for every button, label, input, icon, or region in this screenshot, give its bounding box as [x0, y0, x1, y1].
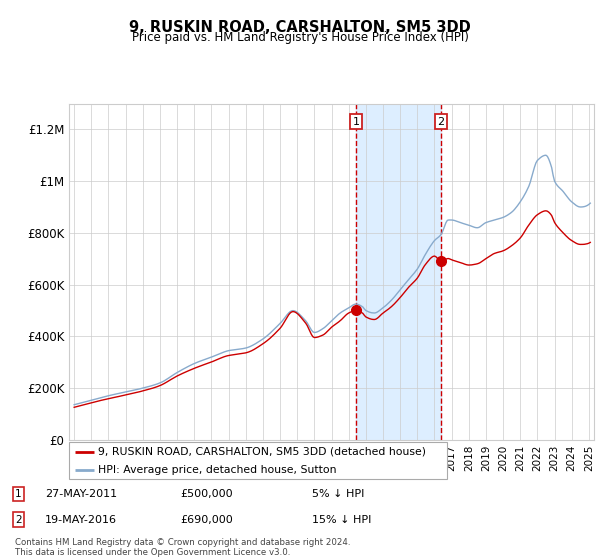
Text: 27-MAY-2011: 27-MAY-2011 — [45, 489, 117, 499]
FancyBboxPatch shape — [69, 442, 447, 479]
Text: 5% ↓ HPI: 5% ↓ HPI — [312, 489, 364, 499]
Text: Contains HM Land Registry data © Crown copyright and database right 2024.
This d: Contains HM Land Registry data © Crown c… — [15, 538, 350, 557]
Text: 1: 1 — [15, 489, 22, 499]
Text: 9, RUSKIN ROAD, CARSHALTON, SM5 3DD: 9, RUSKIN ROAD, CARSHALTON, SM5 3DD — [129, 20, 471, 35]
Text: Price paid vs. HM Land Registry's House Price Index (HPI): Price paid vs. HM Land Registry's House … — [131, 31, 469, 44]
Text: 2: 2 — [15, 515, 22, 525]
Text: 2: 2 — [437, 116, 445, 127]
Text: 19-MAY-2016: 19-MAY-2016 — [45, 515, 117, 525]
Text: 1: 1 — [352, 116, 359, 127]
Text: £690,000: £690,000 — [180, 515, 233, 525]
Text: £500,000: £500,000 — [180, 489, 233, 499]
Bar — [356, 104, 441, 440]
Text: 9, RUSKIN ROAD, CARSHALTON, SM5 3DD (detached house): 9, RUSKIN ROAD, CARSHALTON, SM5 3DD (det… — [98, 446, 427, 456]
Text: 15% ↓ HPI: 15% ↓ HPI — [312, 515, 371, 525]
Text: HPI: Average price, detached house, Sutton: HPI: Average price, detached house, Sutt… — [98, 465, 337, 475]
